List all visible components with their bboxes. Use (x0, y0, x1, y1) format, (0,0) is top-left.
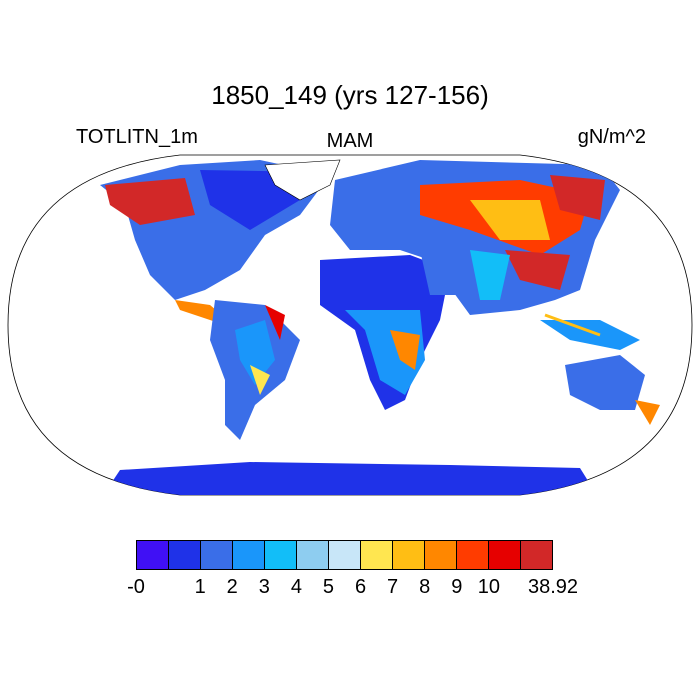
colorbar-label: 1 (194, 576, 206, 598)
colorbar-label: 7 (387, 576, 399, 598)
colorbar-box (521, 541, 552, 569)
colorbar-label: 2 (226, 576, 238, 598)
colorbar-box (201, 541, 233, 569)
plot-title: 1850_149 (yrs 127-156) (211, 80, 489, 110)
colorbar-label: -0 (127, 576, 145, 598)
colorbar-label: 38.92 (527, 576, 579, 598)
colorbar-box (489, 541, 521, 569)
colorbar-box (457, 541, 489, 569)
colorbar-box (169, 541, 201, 569)
colorbar-label: 8 (419, 576, 431, 598)
antarctica (100, 462, 600, 495)
australia (565, 355, 645, 410)
colorbar-box (233, 541, 265, 569)
colorbar-label: 6 (354, 576, 367, 598)
colorbar-box (393, 541, 425, 569)
maritime-asia (540, 320, 640, 350)
colorbar-label: 5 (322, 576, 335, 598)
colorbar (136, 540, 553, 570)
colorbar-box (137, 541, 169, 569)
colorbar-label: 9 (451, 576, 463, 598)
colorbar-box (425, 541, 457, 569)
units-label: gN/m^2 (577, 126, 646, 148)
colorbar-box (329, 541, 361, 569)
season-label: MAM (326, 130, 374, 152)
colorbar-box (297, 541, 329, 569)
colorbar-label: 4 (290, 576, 302, 598)
colorbar-label: 3 (258, 576, 270, 598)
colorbar-box (361, 541, 393, 569)
variable-label: TOTLITN_1m (76, 126, 198, 148)
colorbar-label: 10 (477, 576, 500, 598)
colorbar-box (265, 541, 297, 569)
greenland (264, 159, 341, 201)
